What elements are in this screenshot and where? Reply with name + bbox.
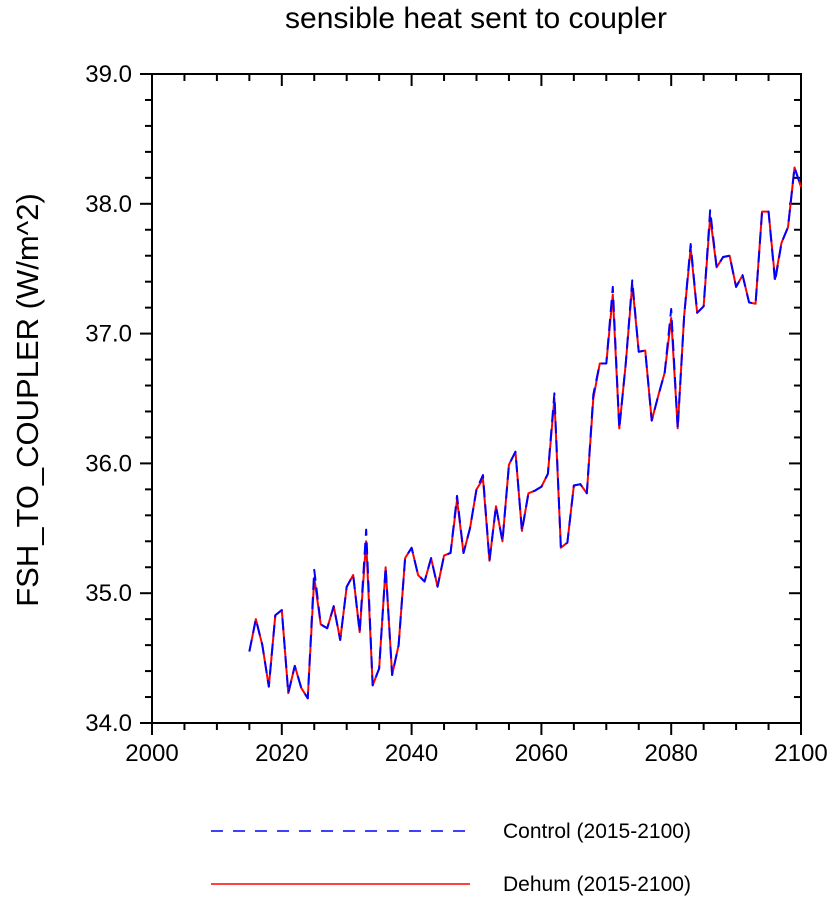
y-tick-label: 35.0 <box>85 580 132 607</box>
y-axis-label: FSH_TO_COUPLER (W/m^2) <box>10 193 45 607</box>
y-tick-label: 34.0 <box>85 710 132 737</box>
y-tick-label: 39.0 <box>85 61 132 88</box>
axis-tick-labels: 2000 2020 2040 2060 2080 2100 34.0 35.0 36.0 37.0… <box>85 61 827 767</box>
plot-frame <box>151 73 802 724</box>
series-line-dehum <box>248 166 802 700</box>
x-tick-label: 2060 <box>515 740 568 767</box>
x-tick-label: 2040 <box>385 740 438 767</box>
legend-label-dehum: Dehum (2015-2100) <box>503 873 691 896</box>
y-tick-label: 36.0 <box>85 450 132 477</box>
legend: Control (2015-2100) Dehum (2015-2100) <box>211 820 691 896</box>
data-series <box>248 166 802 700</box>
x-tick-label: 2080 <box>645 740 698 767</box>
x-tick-label: 2100 <box>774 740 827 767</box>
x-tick-label: 2000 <box>125 740 178 767</box>
chart-title: sensible heat sent to coupler <box>285 2 667 35</box>
axis-ticks <box>140 73 802 735</box>
legend-label-control: Control (2015-2100) <box>503 820 691 843</box>
series-line-control <box>248 166 802 700</box>
y-tick-label: 37.0 <box>85 321 132 348</box>
x-tick-label: 2020 <box>255 740 308 767</box>
y-tick-label: 38.0 <box>85 191 132 218</box>
